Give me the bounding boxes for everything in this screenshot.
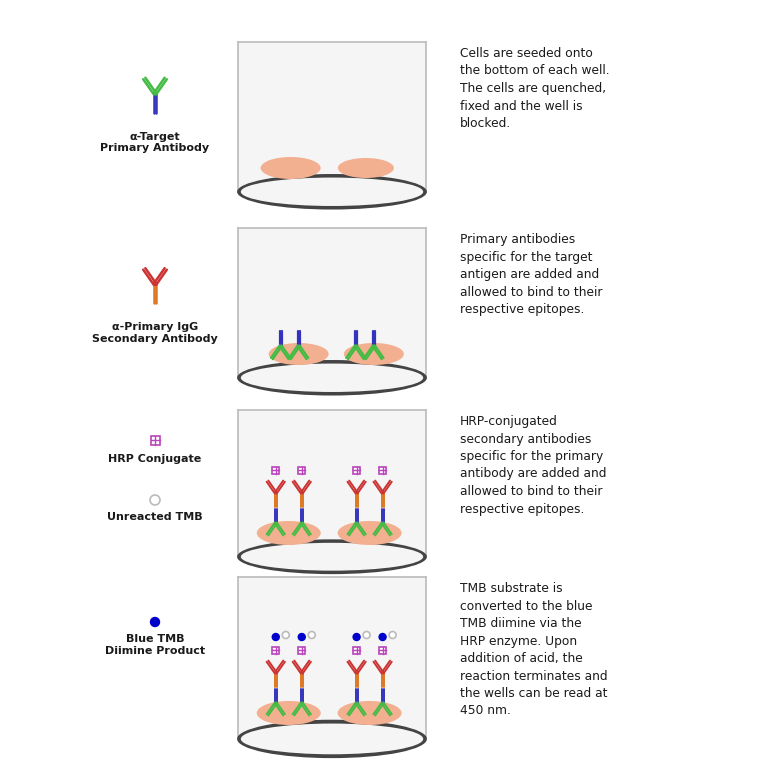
Circle shape <box>272 633 280 640</box>
Bar <box>272 467 280 474</box>
Ellipse shape <box>269 343 329 365</box>
Ellipse shape <box>241 364 423 392</box>
Ellipse shape <box>344 343 404 365</box>
Circle shape <box>282 632 290 639</box>
Bar <box>353 646 360 653</box>
Bar <box>379 467 386 474</box>
Circle shape <box>298 633 306 640</box>
Circle shape <box>363 632 370 639</box>
Circle shape <box>389 632 396 639</box>
Bar <box>298 467 306 474</box>
Ellipse shape <box>257 521 321 545</box>
Text: Cells are seeded onto
the bottom of each well.
The cells are quenched,
fixed and: Cells are seeded onto the bottom of each… <box>460 47 610 130</box>
Text: Blue TMB
Diimine Product: Blue TMB Diimine Product <box>105 634 205 656</box>
Ellipse shape <box>261 157 321 179</box>
Ellipse shape <box>241 177 423 206</box>
Ellipse shape <box>338 158 393 178</box>
Ellipse shape <box>338 521 402 545</box>
Bar <box>353 467 360 474</box>
Bar <box>238 42 426 190</box>
Ellipse shape <box>257 701 321 725</box>
Ellipse shape <box>237 360 427 396</box>
Text: α-Target
Primary Antibody: α-Target Primary Antibody <box>100 132 209 154</box>
Ellipse shape <box>237 720 427 758</box>
Bar <box>298 646 306 653</box>
Ellipse shape <box>237 174 427 209</box>
Ellipse shape <box>241 724 423 754</box>
Bar <box>238 410 426 555</box>
Ellipse shape <box>241 542 423 571</box>
Circle shape <box>308 632 316 639</box>
Circle shape <box>353 633 360 640</box>
Circle shape <box>151 617 160 626</box>
Text: Primary antibodies
specific for the target
antigen are added and
allowed to bind: Primary antibodies specific for the targ… <box>460 233 603 316</box>
Text: α-Primary IgG
Secondary Antibody: α-Primary IgG Secondary Antibody <box>92 322 218 344</box>
Circle shape <box>379 633 386 640</box>
Bar <box>379 646 386 653</box>
Bar <box>151 435 160 445</box>
Circle shape <box>150 495 160 505</box>
Text: HRP Conjugate: HRP Conjugate <box>108 454 202 464</box>
Ellipse shape <box>237 539 427 574</box>
Text: Unreacted TMB: Unreacted TMB <box>107 512 202 522</box>
Text: HRP-conjugated
secondary antibodies
specific for the primary
antibody are added : HRP-conjugated secondary antibodies spec… <box>460 415 607 516</box>
Bar <box>238 577 426 737</box>
Ellipse shape <box>338 701 402 725</box>
Text: TMB substrate is
converted to the blue
TMB diimine via the
HRP enzyme. Upon
addi: TMB substrate is converted to the blue T… <box>460 582 607 717</box>
Bar <box>272 646 280 653</box>
Bar <box>238 228 426 376</box>
